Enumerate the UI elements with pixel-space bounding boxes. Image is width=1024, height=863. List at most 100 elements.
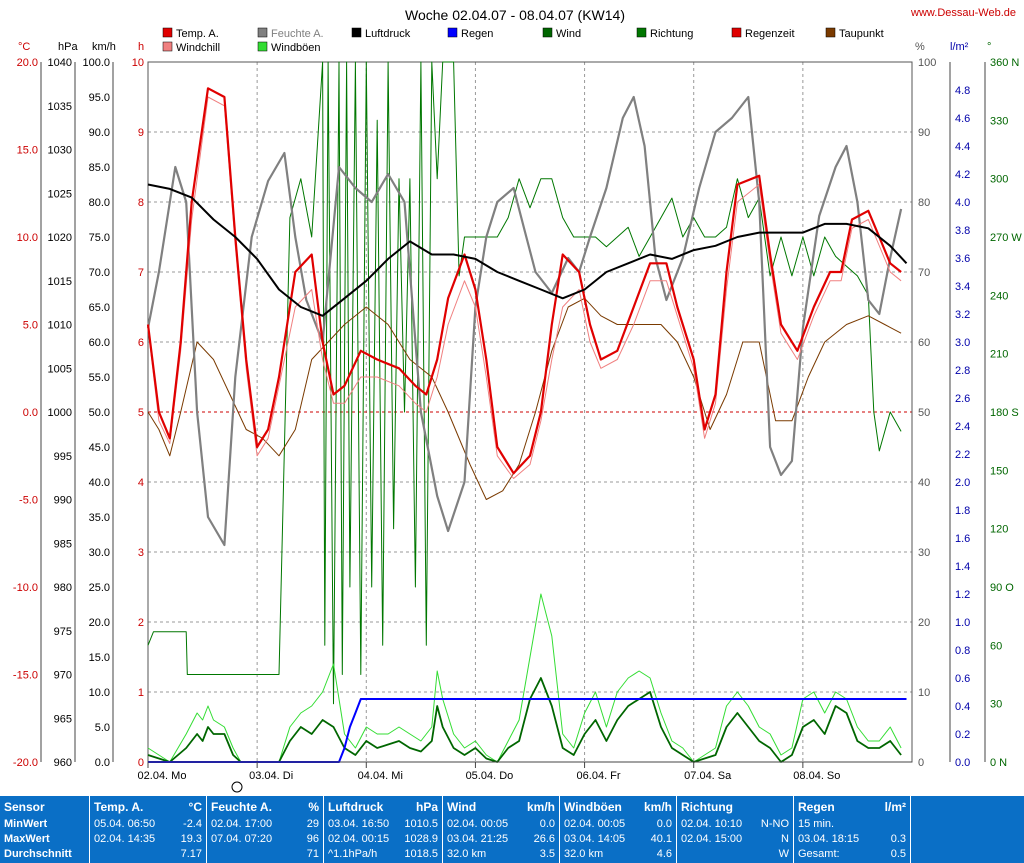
statistics-footer: Sensor MinWert MaxWert Durchschnitt Temp…	[0, 796, 1024, 863]
footer-humidity-min-value: 29	[306, 818, 319, 830]
wind-axis-tick: 25.0	[89, 582, 110, 594]
footer-col-wind: Wind km/h 02.04. 00:05 0.0 03.04. 21:25 26.…	[442, 796, 559, 863]
footer-rain-unit: l/m²	[884, 800, 906, 814]
wind-axis-tick: 90.0	[89, 127, 110, 139]
raintime-axis-tick: 1	[138, 687, 144, 699]
footer-col-sensor: Sensor MinWert MaxWert Durchschnitt	[0, 796, 88, 863]
axes: 20.015.010.05.00.0-5.0-10.0-15.0-20.0104…	[13, 57, 1022, 769]
footer-wind-avg-value: 3.5	[539, 848, 555, 860]
rain-axis-tick: 0.4	[955, 701, 970, 713]
website-link[interactable]: www.Dessau-Web.de	[910, 7, 1016, 19]
rain-axis-tick: 2.8	[955, 365, 970, 377]
temp-axis-tick: 20.0	[17, 57, 38, 69]
raintime-axis-tick: 0	[138, 757, 144, 769]
rain-axis-tick: 4.2	[955, 169, 970, 181]
unit-raintime: h	[138, 41, 144, 53]
footer-pressure-title: Luftdruck	[328, 800, 384, 814]
pressure-axis-tick: 985	[54, 538, 72, 550]
humidity-axis-tick: 90	[918, 127, 930, 139]
wind-axis-tick: 0.0	[95, 757, 110, 769]
rain-axis-tick: 4.0	[955, 197, 970, 209]
rain-axis-tick: 4.4	[955, 141, 970, 153]
footer-rain-interval: 15 min.	[798, 818, 835, 830]
temp-axis-tick: -15.0	[13, 670, 38, 682]
footer-pressure-max-value: 1028.9	[404, 833, 438, 845]
wind-axis-tick: 65.0	[89, 302, 110, 314]
humidity-axis-tick: 20	[918, 617, 930, 629]
data-series	[146, 61, 908, 763]
humidity-axis-tick: 0	[918, 757, 924, 769]
footer-pressure-avg-value: 1018.5	[404, 848, 438, 860]
raintime-axis-tick: 4	[138, 477, 144, 489]
footer-wind-max-value: 26.6	[533, 833, 555, 845]
footer-humidity-max-time: 07.04. 07:20	[211, 833, 273, 845]
time-marker-icon	[231, 781, 243, 793]
raintime-axis-tick: 8	[138, 197, 144, 209]
footer-wind-avg-note: 32.0 km	[447, 848, 487, 860]
footer-col-gust: Windböen km/h 02.04. 00:05 0.0 03.04. 14:0…	[559, 796, 676, 863]
direction-axis-tick: 300	[990, 174, 1008, 186]
footer-gust-min-value: 0.0	[656, 818, 672, 830]
raintime-axis-tick: 7	[138, 267, 144, 279]
wind-axis-tick: 10.0	[89, 687, 110, 699]
footer-col-pressure: Luftdruck hPa 03.04. 16:50 1010.5 02.04. 0…	[323, 796, 442, 863]
raintime-axis-tick: 10	[132, 57, 144, 69]
humidity-axis-tick: 60	[918, 337, 930, 349]
chart-title: Woche 02.04.07 - 08.04.07 (KW14)	[405, 7, 625, 23]
wind-axis-tick: 45.0	[89, 442, 110, 454]
x-tick-label: 03.04. Di	[249, 770, 293, 782]
temp-axis-tick: -20.0	[13, 757, 38, 769]
footer-pressure-unit: hPa	[415, 800, 438, 814]
footer-pressure-max-time: 02.04. 00:15	[328, 833, 390, 845]
footer-pressure-avg-note: ^1.1hPa/h	[328, 848, 378, 860]
series-line-windchill	[147, 96, 902, 479]
footer-min-label: MinWert	[4, 818, 48, 830]
rain-axis-tick: 3.0	[955, 337, 970, 349]
rain-axis-tick: 0.6	[955, 673, 970, 685]
footer-gust-max-value: 40.1	[650, 833, 672, 845]
footer-rain-total-label: Gesamt:	[798, 848, 840, 860]
rain-axis-tick: 3.4	[955, 281, 970, 293]
x-tick-label: 08.04. So	[793, 770, 840, 782]
legend-label-temp: Temp. A.	[176, 28, 219, 40]
rain-axis-tick: 1.6	[955, 533, 970, 545]
rain-axis-tick: 0.8	[955, 645, 970, 657]
footer-temp-min-value: -2.4	[183, 818, 202, 830]
direction-axis-tick: 120	[990, 524, 1008, 536]
wind-axis-tick: 5.0	[95, 722, 110, 734]
pressure-axis-tick: 965	[54, 713, 72, 725]
footer-pressure-min-time: 03.04. 16:50	[328, 818, 390, 830]
footer-gust-min-time: 02.04. 00:05	[564, 818, 626, 830]
footer-col-temp: Temp. A. °C 05.04. 06:50 -2.4 02.04. 14:35…	[89, 796, 206, 863]
raintime-axis-tick: 5	[138, 407, 144, 419]
rain-axis-tick: 2.0	[955, 477, 970, 489]
raintime-axis-tick: 9	[138, 127, 144, 139]
unit-rain: l/m²	[950, 41, 969, 53]
pressure-axis-tick: 1005	[48, 363, 72, 375]
humidity-axis-tick: 40	[918, 477, 930, 489]
humidity-axis-tick: 50	[918, 407, 930, 419]
footer-temp-avg-value: 7.17	[180, 848, 202, 860]
footer-rain-total-value: 0.5	[890, 848, 906, 860]
series-line-humidity	[146, 95, 903, 547]
grid-lines	[148, 62, 912, 762]
x-tick-label: 07.04. Sa	[684, 770, 732, 782]
direction-axis-tick: 30	[990, 699, 1002, 711]
direction-axis-tick: 360 N	[990, 57, 1019, 69]
x-tick-label: 04.04. Mi	[358, 770, 403, 782]
legend-swatch-raintime	[731, 27, 742, 38]
direction-axis-tick: 90 O	[990, 582, 1014, 594]
legend-swatch-pressure	[351, 27, 362, 38]
legend-swatch-windgust	[257, 41, 268, 52]
rain-axis-tick: 4.6	[955, 113, 970, 125]
pressure-axis-tick: 960	[54, 757, 72, 769]
x-tick-label: 06.04. Fr	[577, 770, 621, 782]
series-line-rain	[148, 698, 907, 763]
legend-label-windchill: Windchill	[176, 42, 220, 54]
rain-axis-tick: 3.6	[955, 253, 970, 265]
direction-axis-tick: 180 S	[990, 407, 1019, 419]
series-line-dewpoint	[147, 297, 902, 500]
footer-gust-max-time: 03.04. 14:05	[564, 833, 626, 845]
pressure-axis-tick: 980	[54, 582, 72, 594]
footer-col-direction: Richtung 02.04. 10:10 N-NO 02.04. 15:00 N …	[676, 796, 793, 863]
